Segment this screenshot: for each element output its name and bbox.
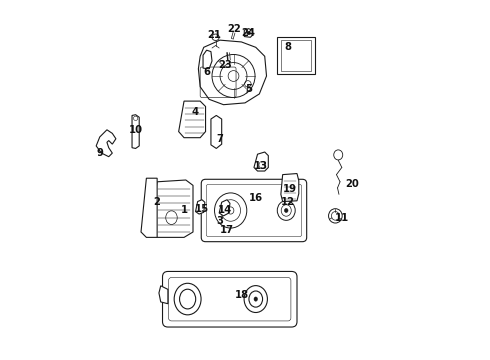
Polygon shape — [211, 116, 221, 148]
Polygon shape — [219, 200, 230, 216]
Text: 17: 17 — [220, 225, 234, 235]
Text: 23: 23 — [219, 60, 232, 70]
Text: 24: 24 — [242, 28, 256, 38]
Polygon shape — [281, 174, 299, 202]
Ellipse shape — [254, 297, 258, 301]
Ellipse shape — [247, 31, 250, 35]
Text: 16: 16 — [249, 193, 263, 203]
Ellipse shape — [285, 208, 288, 212]
Text: 20: 20 — [346, 179, 360, 189]
Text: 12: 12 — [281, 197, 295, 207]
Polygon shape — [159, 286, 168, 304]
Text: 7: 7 — [217, 134, 223, 144]
Text: 13: 13 — [254, 161, 268, 171]
Polygon shape — [96, 130, 116, 157]
Polygon shape — [141, 178, 157, 237]
Text: 15: 15 — [195, 204, 209, 214]
Polygon shape — [203, 50, 212, 69]
Text: 9: 9 — [97, 148, 103, 158]
Polygon shape — [277, 37, 315, 74]
Text: 10: 10 — [128, 125, 143, 135]
Text: 14: 14 — [218, 206, 232, 216]
Text: 3: 3 — [217, 216, 223, 226]
Polygon shape — [198, 40, 267, 105]
Polygon shape — [254, 152, 269, 171]
Polygon shape — [179, 101, 205, 138]
Text: 19: 19 — [283, 184, 297, 194]
Text: 1: 1 — [180, 206, 188, 216]
Polygon shape — [196, 200, 205, 214]
Text: 18: 18 — [234, 290, 248, 300]
FancyBboxPatch shape — [163, 271, 297, 327]
Polygon shape — [150, 180, 193, 237]
Polygon shape — [132, 115, 139, 148]
Text: 6: 6 — [204, 67, 211, 77]
Text: 8: 8 — [285, 42, 292, 52]
Text: 11: 11 — [335, 213, 349, 222]
Text: 4: 4 — [191, 107, 198, 117]
Polygon shape — [245, 29, 253, 37]
Text: 5: 5 — [245, 84, 252, 94]
Text: 2: 2 — [154, 197, 161, 207]
FancyBboxPatch shape — [201, 179, 307, 242]
Text: 21: 21 — [208, 30, 221, 40]
Text: 22: 22 — [227, 24, 241, 35]
